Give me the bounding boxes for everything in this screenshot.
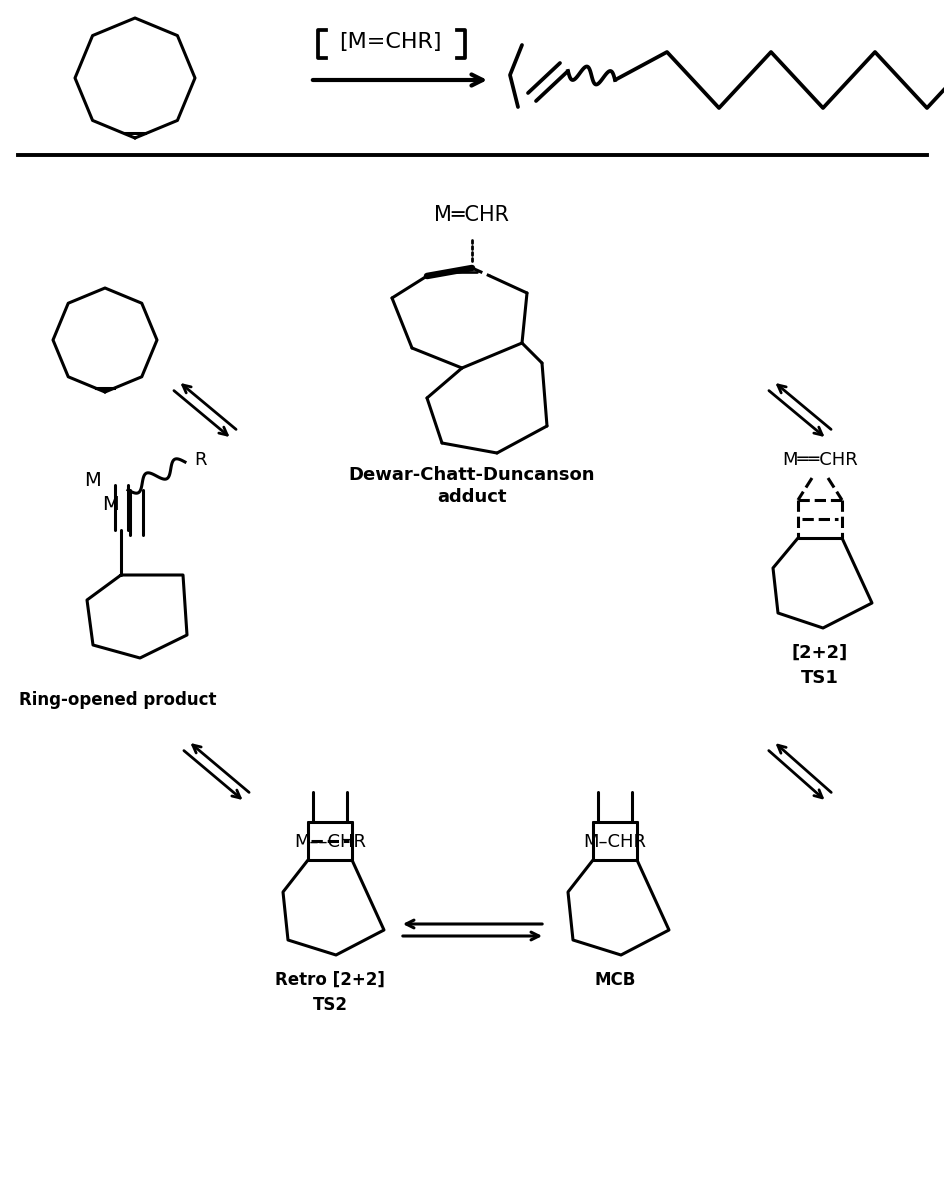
Text: M–CHR: M–CHR (582, 833, 646, 851)
Text: TS2: TS2 (312, 996, 347, 1014)
Text: M: M (102, 496, 119, 515)
Text: M══CHR: M══CHR (782, 451, 857, 468)
Text: M═CHR: M═CHR (434, 205, 509, 225)
Text: Ring-opened product: Ring-opened product (19, 691, 216, 709)
Text: Retro [2+2]: Retro [2+2] (275, 971, 384, 989)
Text: R: R (194, 451, 206, 468)
Text: [M=CHR]: [M=CHR] (338, 32, 441, 52)
Text: [2+2]: [2+2] (791, 644, 847, 662)
Text: M––CHR: M––CHR (294, 833, 365, 851)
Text: Dewar-Chatt-Duncanson: Dewar-Chatt-Duncanson (348, 466, 595, 484)
Text: MCB: MCB (594, 971, 635, 989)
Text: adduct: adduct (437, 487, 506, 507)
Text: M: M (85, 471, 101, 490)
Text: TS1: TS1 (801, 669, 838, 687)
